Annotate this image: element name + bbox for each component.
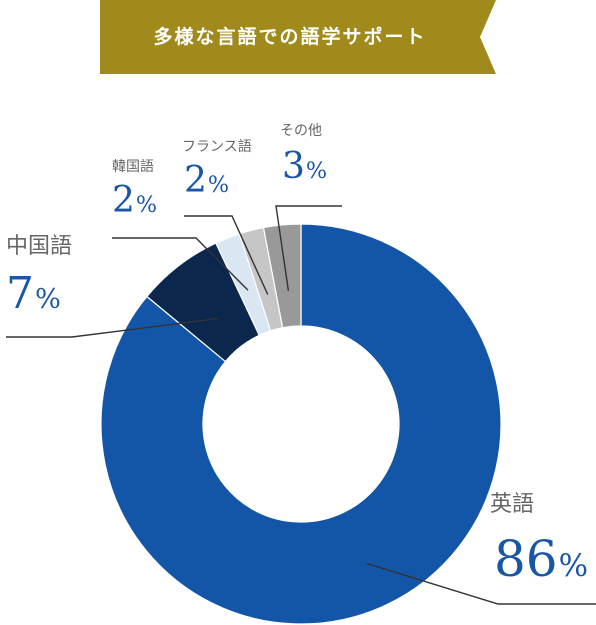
percent-sign: % [558, 548, 589, 584]
slice-value-other: 3% [282, 146, 327, 187]
slice-value-text: 86 [494, 530, 558, 588]
leader-line-chinese [6, 317, 220, 338]
percent-sign: % [35, 284, 61, 315]
slice-value-chinese: 7% [6, 268, 61, 319]
chart-title: 多様な言語での語学サポート [153, 26, 427, 48]
slice-name-other: その他 [280, 123, 322, 139]
slice-label-korean: 韓国語 [112, 156, 154, 176]
slice-name-english: 英語 [490, 492, 535, 517]
title-banner: 多様な言語での語学サポート [100, 0, 496, 74]
leader-line-korean [112, 237, 249, 291]
slice-label-chinese: 中国語 [6, 228, 72, 260]
leader-line-french [184, 215, 269, 295]
slice-value-english: 86% [494, 530, 588, 588]
slice-value-french: 2% [184, 160, 229, 201]
slice-name-korean: 韓国語 [112, 159, 154, 175]
slice-name-french: フランス語 [182, 139, 252, 155]
banner-ribbon-shape [100, 0, 496, 74]
slice-value-korean: 2% [112, 180, 157, 221]
leader-line-other [275, 205, 342, 291]
slice-name-chinese: 中国語 [6, 234, 73, 259]
slice-value-text: 3 [282, 146, 305, 187]
slice-value-text: 2 [112, 180, 135, 221]
slice-label-english: 英語 [490, 486, 534, 518]
percent-sign: % [305, 158, 328, 184]
percent-sign: % [207, 172, 230, 198]
donut-slice-english [100, 223, 502, 625]
slice-value-text: 2 [184, 160, 207, 201]
leader-line-english [366, 562, 596, 605]
slice-label-other: その他 [280, 120, 322, 140]
slice-label-french: フランス語 [182, 136, 252, 156]
percent-sign: % [135, 192, 158, 218]
donut-slice-other [262, 223, 302, 329]
slice-value-text: 7 [6, 268, 34, 319]
